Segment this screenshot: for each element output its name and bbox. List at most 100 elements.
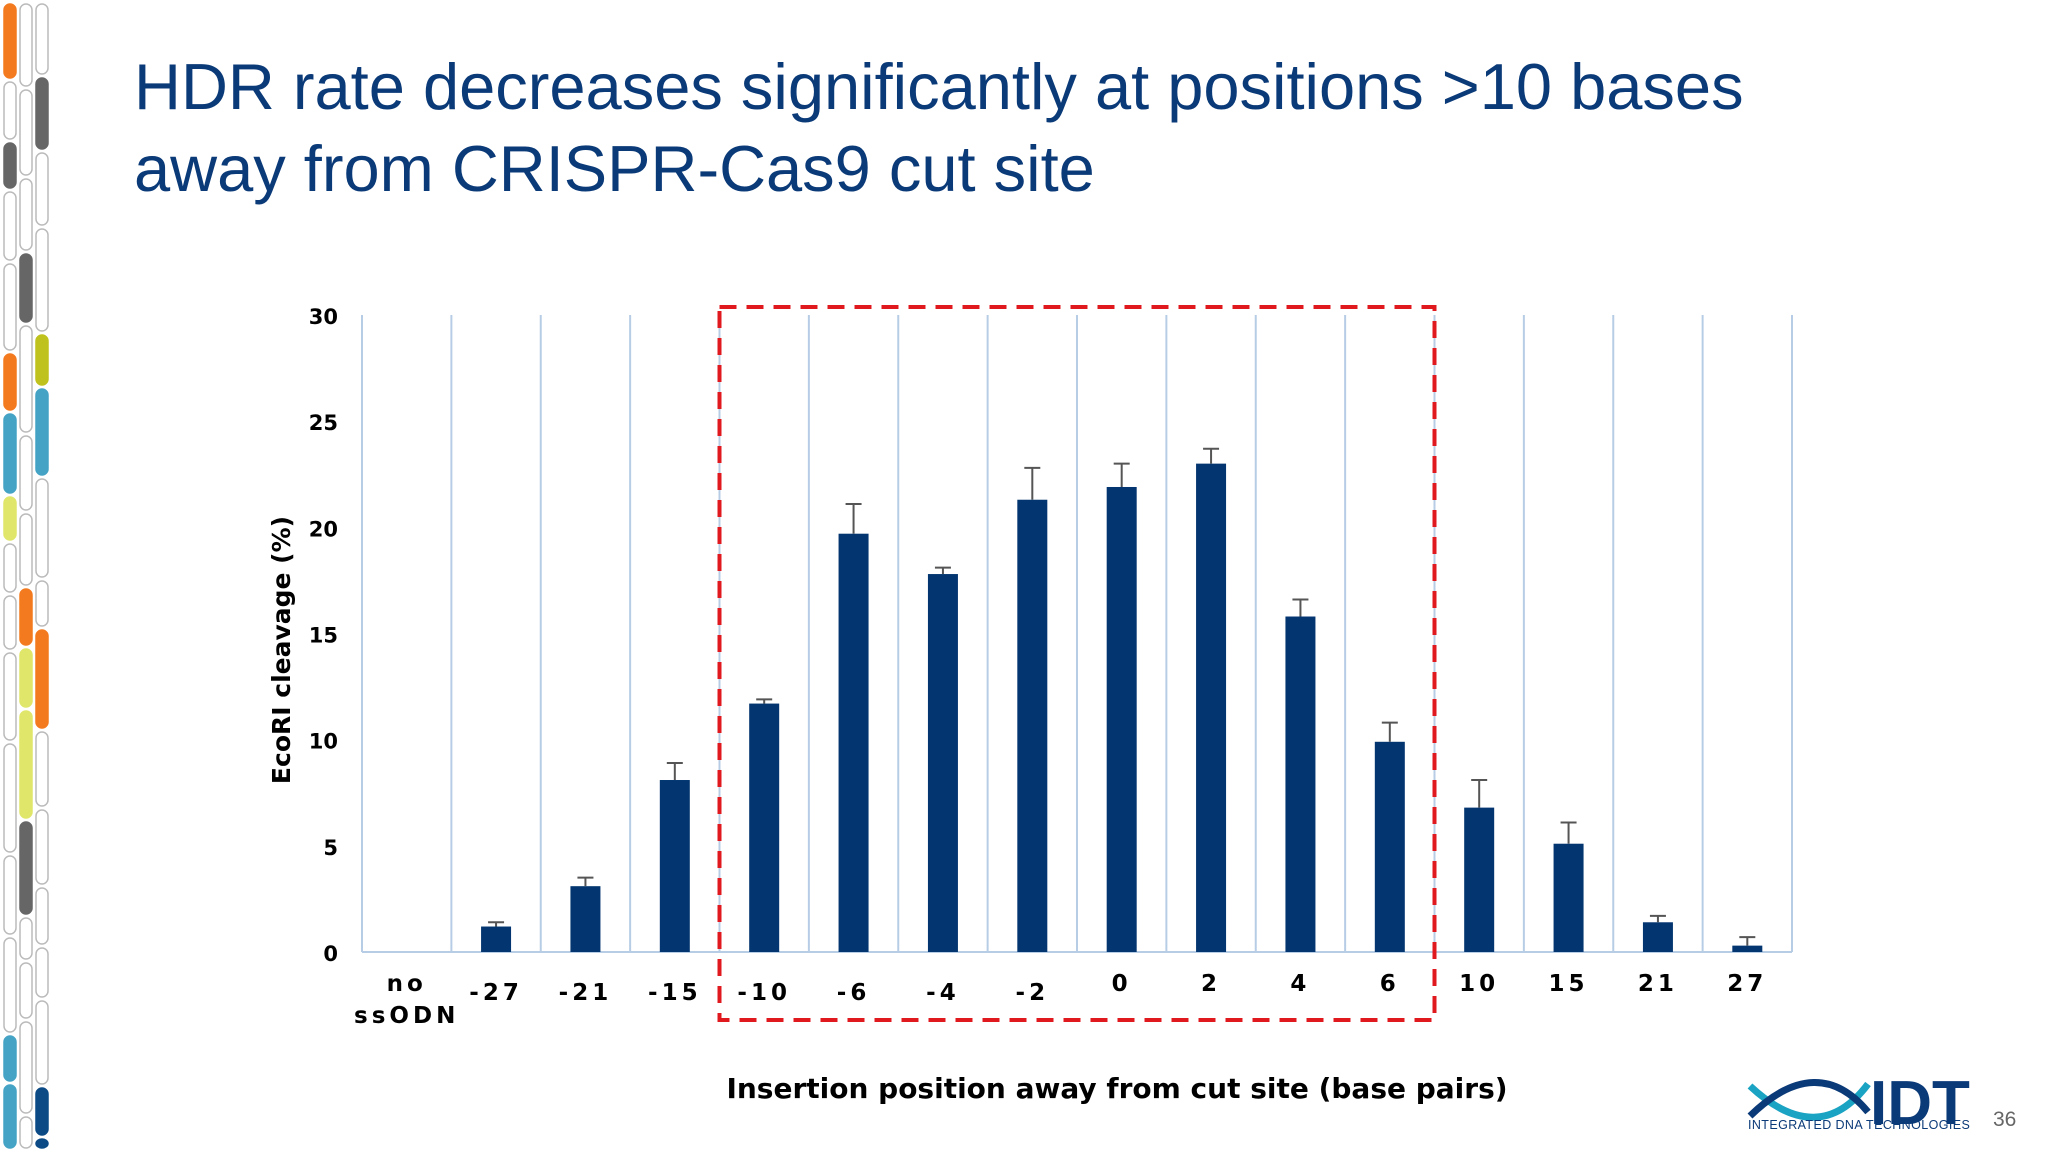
strip-segment bbox=[19, 821, 33, 915]
strip-segment bbox=[3, 743, 17, 853]
strip-segment bbox=[35, 629, 49, 729]
x-axis-category-labels: no ssODN -27 -21 -15 -10 -6 -4 -2 0 2 4 6 10 15 21 27 bbox=[354, 971, 1767, 1029]
x-axis-label: Insertion position away from cut site (b… bbox=[726, 1072, 1507, 1105]
x-category-label: -4 bbox=[926, 980, 960, 1006]
strip-segment bbox=[3, 1084, 17, 1149]
y-tick-label: 20 bbox=[309, 517, 338, 541]
x-category-label: 0 bbox=[1112, 971, 1132, 997]
bar bbox=[1285, 616, 1316, 952]
decorative-dna-strip bbox=[3, 3, 49, 1149]
x-category-label: -2 bbox=[1016, 980, 1050, 1006]
strip-segment bbox=[35, 77, 49, 150]
bar bbox=[1732, 945, 1763, 952]
strip-segment bbox=[35, 809, 49, 885]
y-tick-label: 0 bbox=[323, 942, 338, 966]
x-category-label: 6 bbox=[1380, 971, 1400, 997]
strip-segment bbox=[35, 228, 49, 332]
bar bbox=[749, 703, 780, 952]
strip-segment bbox=[19, 1116, 33, 1149]
strip-segment bbox=[3, 353, 17, 411]
strip-segment bbox=[19, 710, 33, 819]
strip-segment bbox=[3, 595, 17, 650]
x-category-label: 4 bbox=[1290, 971, 1310, 997]
strip-segment bbox=[35, 388, 49, 476]
strip-segment bbox=[3, 543, 17, 593]
bar bbox=[1106, 486, 1137, 952]
bar bbox=[659, 780, 690, 952]
bar bbox=[1017, 499, 1048, 952]
strip-segment bbox=[19, 89, 33, 176]
x-category-label: 2 bbox=[1201, 971, 1221, 997]
strip-segment bbox=[19, 1021, 33, 1114]
strip-segment bbox=[19, 588, 33, 646]
idt-logo: IDT bbox=[1747, 1069, 1970, 1134]
strip-segment bbox=[35, 152, 49, 226]
bar bbox=[1642, 922, 1673, 952]
idt-wordmark: IDT bbox=[1870, 1069, 1970, 1134]
bar bbox=[838, 533, 869, 952]
bar bbox=[1374, 741, 1405, 952]
strip-segment bbox=[3, 496, 17, 541]
y-axis-label: EcoRI cleavage (%) bbox=[267, 516, 296, 784]
bar-series bbox=[481, 447, 1763, 952]
strip-segment bbox=[35, 478, 49, 578]
y-tick-label: 5 bbox=[323, 836, 338, 860]
bar bbox=[570, 886, 601, 952]
logo-tagline: INTEGRATED DNA TECHNOLOGIES bbox=[1748, 1118, 1971, 1132]
dna-helix-mark-2 bbox=[1747, 1079, 1871, 1119]
slide-title-line-1: HDR rate decreases significantly at posi… bbox=[134, 50, 1744, 123]
vertical-gridlines bbox=[361, 315, 1793, 953]
strip-segment bbox=[35, 580, 49, 627]
strip-segment bbox=[19, 3, 33, 87]
strip-segment bbox=[35, 731, 49, 807]
strip-segment bbox=[35, 334, 49, 386]
strip-segment bbox=[35, 887, 49, 945]
bar bbox=[1196, 463, 1227, 952]
strip-segment bbox=[19, 962, 33, 1019]
strip-segment bbox=[35, 1087, 49, 1136]
strip-segment bbox=[3, 81, 17, 140]
x-category-label: -27 bbox=[469, 980, 523, 1006]
strip-segment bbox=[3, 263, 17, 351]
strip-segment bbox=[19, 917, 33, 960]
strip-segment bbox=[3, 937, 17, 1033]
bar bbox=[1464, 807, 1495, 952]
strip-segment bbox=[35, 1000, 49, 1085]
x-category-label: 27 bbox=[1727, 971, 1767, 997]
strip-segment bbox=[3, 3, 17, 79]
x-category-label: ssODN bbox=[354, 1003, 459, 1029]
x-category-label: 10 bbox=[1459, 971, 1499, 997]
highlight-box bbox=[717, 305, 1437, 1022]
strip-segment bbox=[19, 253, 33, 323]
strip-segment bbox=[3, 1035, 17, 1082]
x-category-label: -21 bbox=[559, 980, 613, 1006]
strip-segment bbox=[3, 652, 17, 741]
x-category-label: -15 bbox=[648, 980, 702, 1006]
x-category-label: 15 bbox=[1549, 971, 1589, 997]
strip-segment bbox=[3, 191, 17, 261]
strip-segment bbox=[35, 947, 49, 998]
strip-segment bbox=[19, 325, 33, 433]
y-tick-label: 15 bbox=[309, 624, 338, 648]
y-tick-label: 10 bbox=[309, 730, 338, 754]
bar bbox=[927, 574, 958, 952]
strip-segment bbox=[3, 142, 17, 189]
y-axis-tick-labels: 0 5 10 15 20 25 30 bbox=[309, 305, 338, 966]
x-category-label: -6 bbox=[837, 980, 871, 1006]
x-category-label: no bbox=[387, 971, 427, 997]
bar bbox=[481, 926, 512, 952]
slide-title-line-2: away from CRISPR-Cas9 cut site bbox=[134, 132, 1095, 205]
bar bbox=[1553, 843, 1584, 952]
strip-segment bbox=[19, 648, 33, 708]
strip-segment bbox=[19, 435, 33, 511]
x-category-label: 21 bbox=[1638, 971, 1678, 997]
x-category-label: -10 bbox=[737, 980, 791, 1006]
strip-segment bbox=[35, 1138, 49, 1149]
y-tick-label: 30 bbox=[309, 305, 338, 329]
slide-title: HDR rate decreases significantly at posi… bbox=[134, 46, 1934, 210]
slide-number: 36 bbox=[1993, 1108, 2017, 1131]
strip-segment bbox=[3, 413, 17, 494]
strip-segment bbox=[35, 3, 49, 75]
y-tick-label: 25 bbox=[309, 411, 338, 435]
